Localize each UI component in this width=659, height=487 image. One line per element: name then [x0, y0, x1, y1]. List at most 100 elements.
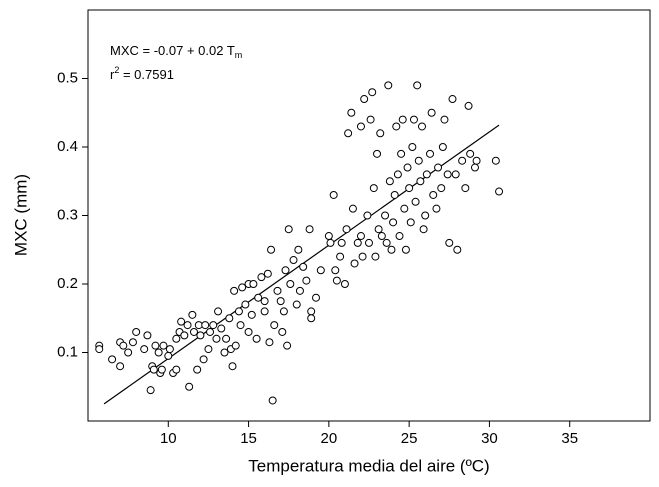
point	[350, 259, 359, 268]
point	[413, 81, 422, 90]
point	[222, 334, 231, 343]
point	[429, 190, 438, 199]
point	[188, 310, 197, 319]
point	[464, 101, 473, 110]
point	[247, 310, 256, 319]
point	[286, 280, 295, 288]
point	[344, 129, 353, 138]
point	[491, 156, 500, 165]
equation-text: MXC = -0.07 + 0.02 T	[110, 43, 235, 58]
point	[451, 170, 460, 179]
y-tick-label: 0.2	[57, 275, 78, 292]
point	[292, 300, 301, 309]
point	[252, 334, 261, 343]
point	[284, 225, 293, 234]
point	[231, 341, 240, 350]
point	[209, 321, 218, 330]
point	[316, 266, 325, 275]
x-tick-label: 30	[481, 430, 498, 447]
point	[307, 307, 316, 316]
point	[368, 88, 377, 97]
point	[95, 345, 104, 354]
point	[390, 190, 399, 199]
r-superscript: 2	[114, 65, 119, 75]
point	[438, 143, 447, 151]
point	[146, 386, 155, 395]
point	[414, 156, 423, 165]
point	[409, 115, 418, 124]
point	[132, 327, 141, 336]
equation: MXC = -0.07 + 0.02 Tm	[110, 43, 242, 60]
point	[371, 252, 380, 261]
point	[270, 321, 279, 330]
point	[172, 334, 181, 343]
point	[329, 190, 338, 199]
point	[189, 327, 198, 336]
point	[427, 108, 436, 117]
y-axis-label: MXC (mm)	[11, 174, 30, 256]
point	[360, 95, 369, 104]
point	[116, 362, 125, 371]
point	[332, 276, 341, 285]
point	[108, 355, 117, 364]
point	[337, 238, 346, 247]
point	[238, 283, 247, 292]
point	[234, 307, 243, 316]
point	[384, 81, 393, 90]
point	[392, 122, 401, 131]
point	[393, 170, 402, 179]
point	[295, 286, 304, 295]
point	[214, 307, 223, 316]
point	[204, 345, 213, 354]
point	[377, 232, 386, 241]
point	[206, 327, 215, 336]
point	[279, 307, 288, 316]
x-tick-label: 35	[561, 430, 578, 447]
equation-subscript: m	[235, 50, 243, 60]
y-tick-label: 0.5	[57, 69, 78, 86]
point	[373, 149, 382, 158]
point	[369, 184, 378, 193]
point	[172, 365, 181, 374]
point	[416, 177, 425, 186]
point	[356, 122, 365, 131]
point	[453, 245, 462, 254]
point	[312, 293, 321, 302]
point	[302, 276, 311, 285]
point	[165, 345, 174, 354]
point	[180, 331, 189, 340]
x-tick-label: 25	[401, 430, 418, 447]
point	[267, 245, 276, 254]
point	[342, 225, 351, 234]
point	[228, 362, 237, 371]
point	[254, 293, 263, 302]
point	[387, 245, 396, 254]
point	[381, 211, 390, 220]
point	[389, 218, 398, 227]
point	[347, 108, 356, 117]
point	[426, 149, 435, 158]
point	[408, 143, 417, 151]
point	[273, 286, 282, 295]
r-text: r	[110, 67, 115, 82]
y-tick-label: 0.1	[57, 343, 78, 360]
point	[421, 211, 430, 220]
point	[305, 225, 314, 234]
point	[417, 122, 426, 131]
x-tick-label: 15	[240, 430, 257, 447]
point	[461, 184, 470, 193]
point	[376, 129, 385, 138]
point	[356, 232, 365, 241]
point	[157, 365, 166, 374]
point	[241, 300, 250, 309]
point	[260, 307, 269, 316]
point	[437, 184, 446, 193]
point	[385, 177, 394, 186]
point	[159, 341, 168, 350]
point	[244, 327, 253, 336]
point	[289, 256, 298, 265]
point	[281, 266, 290, 275]
point	[340, 280, 349, 288]
point	[466, 149, 475, 158]
point	[403, 163, 412, 172]
